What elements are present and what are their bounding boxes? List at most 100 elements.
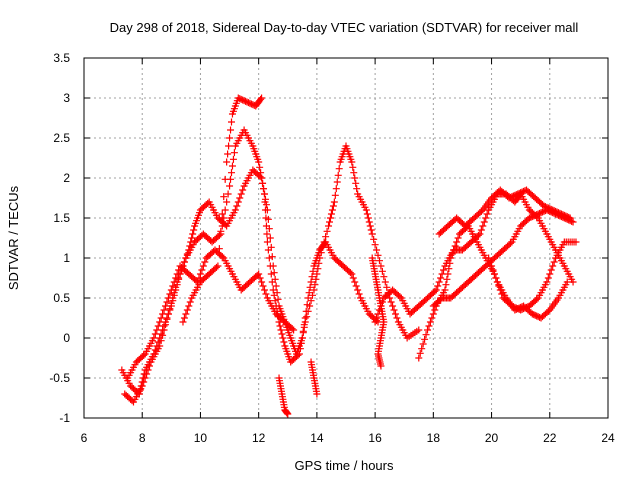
data-point <box>160 306 168 314</box>
data-point <box>544 274 552 282</box>
data-point <box>166 305 174 313</box>
data-point <box>256 163 264 171</box>
data-point <box>476 230 484 238</box>
data-point <box>315 259 323 267</box>
y-tick-label: 2.5 <box>53 131 70 145</box>
data-point <box>267 270 275 278</box>
data-point <box>217 227 225 235</box>
plot-frame <box>83 57 609 419</box>
data-point <box>299 329 307 337</box>
data-point <box>268 278 276 286</box>
data-point <box>259 179 267 187</box>
data-point <box>229 155 237 163</box>
data-point <box>374 251 382 259</box>
data-point <box>506 239 514 247</box>
data-point <box>370 235 378 243</box>
data-point <box>260 286 268 294</box>
data-point <box>227 126 235 134</box>
data-point <box>303 313 311 321</box>
data-point <box>331 191 339 199</box>
series-track-3 <box>124 246 298 382</box>
data-point <box>218 253 226 261</box>
data-point <box>432 286 440 294</box>
series-track-7 <box>368 254 388 370</box>
data-point <box>492 274 500 282</box>
data-point <box>258 174 266 182</box>
data-point <box>563 278 571 286</box>
x-tick-label: 16 <box>368 431 382 445</box>
data-point <box>266 234 274 242</box>
data-point <box>157 314 165 322</box>
data-point <box>393 314 401 322</box>
data-point <box>156 318 164 326</box>
data-point <box>163 315 171 323</box>
data-point <box>201 258 209 266</box>
data-point <box>320 238 328 246</box>
data-point <box>215 231 223 239</box>
data-point <box>375 306 383 314</box>
data-point <box>349 274 357 282</box>
data-point <box>373 246 381 254</box>
data-point <box>225 142 233 150</box>
data-point <box>198 266 206 274</box>
gridlines <box>84 58 608 418</box>
data-point <box>294 351 302 359</box>
data-point <box>313 270 321 278</box>
data-point <box>378 298 386 306</box>
data-point <box>313 390 321 398</box>
data-point <box>362 206 370 214</box>
data-point <box>443 275 451 283</box>
data-point <box>334 171 342 179</box>
data-point <box>180 314 188 322</box>
data-point <box>260 185 268 193</box>
data-point <box>237 190 245 198</box>
data-point <box>266 262 274 270</box>
data-point <box>418 345 426 353</box>
data-point <box>374 310 382 318</box>
data-point <box>353 185 361 193</box>
x-axis-label: GPS time / hours <box>295 458 394 473</box>
data-point <box>150 334 158 342</box>
data-point <box>428 314 436 322</box>
data-point <box>415 326 423 334</box>
data-point <box>326 214 334 222</box>
data-point <box>309 291 317 299</box>
data-point <box>220 193 228 201</box>
data-point <box>485 254 493 262</box>
data-point <box>431 287 439 295</box>
data-point <box>262 222 270 230</box>
data-point <box>276 322 284 330</box>
data-point <box>151 330 159 338</box>
data-point <box>387 298 395 306</box>
y-tick-label: 1 <box>63 251 70 265</box>
data-point <box>311 281 319 289</box>
data-point <box>190 226 198 234</box>
data-point <box>364 214 372 222</box>
data-point <box>169 282 177 290</box>
data-point <box>223 198 231 206</box>
data-point <box>350 169 358 177</box>
data-point <box>196 270 204 278</box>
data-point <box>348 270 356 278</box>
data-point <box>295 350 303 358</box>
x-tick-label: 6 <box>81 431 88 445</box>
data-point <box>424 326 432 334</box>
y-tick-label: -1 <box>59 411 70 425</box>
data-point <box>486 258 494 266</box>
data-point <box>317 249 325 257</box>
data-point <box>490 270 498 278</box>
data-point <box>277 326 285 334</box>
series-track-6 <box>307 358 321 398</box>
data-point <box>188 234 196 242</box>
data-point <box>157 337 165 345</box>
data-point <box>330 198 338 206</box>
y-axis-label: SDTVAR / TECUs <box>6 185 21 290</box>
data-point <box>159 331 167 339</box>
data-point <box>153 326 161 334</box>
y-tick-label: 3 <box>63 91 70 105</box>
data-point <box>288 325 296 333</box>
x-tick-label: 10 <box>194 431 208 445</box>
data-point <box>186 298 194 306</box>
data-point <box>348 158 356 166</box>
